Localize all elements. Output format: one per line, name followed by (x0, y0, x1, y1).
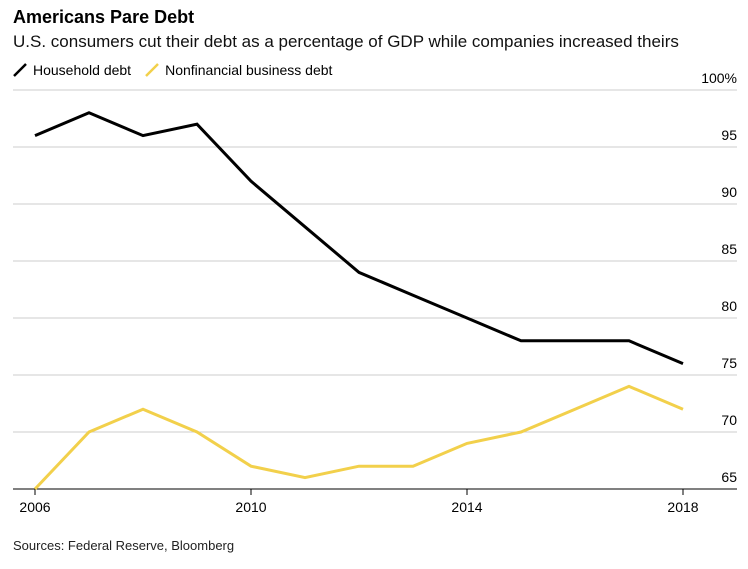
x-tick-label: 2018 (667, 499, 698, 515)
legend: Household debt Nonfinancial business deb… (13, 62, 346, 78)
y-tick-label: 90 (721, 184, 737, 200)
y-tick-label: 75 (721, 355, 737, 371)
y-tick-label: 65 (721, 469, 737, 485)
x-tick-label: 2006 (19, 499, 50, 515)
legend-item-business: Nonfinancial business debt (145, 62, 332, 78)
x-tick-label: 2014 (451, 499, 482, 515)
y-tick-label: 85 (721, 241, 737, 257)
y-tick-label: 100% (701, 70, 737, 86)
x-tick-label: 2010 (235, 499, 266, 515)
chart-subtitle: U.S. consumers cut their debt as a perce… (13, 32, 679, 51)
household-debt-line (34, 111, 684, 365)
legend-label-business: Nonfinancial business debt (165, 62, 333, 78)
business-debt-line (33, 384, 684, 491)
y-tick-label: 70 (721, 412, 737, 428)
legend-swatch-business (145, 63, 159, 77)
legend-item-household: Household debt (13, 62, 131, 78)
y-tick-label: 80 (721, 298, 737, 314)
chart-title: Americans Pare Debt (13, 7, 195, 27)
legend-swatch-household (13, 63, 27, 77)
source-note: Sources: Federal Reserve, Bloomberg (13, 538, 235, 553)
legend-label-household: Household debt (33, 62, 132, 78)
y-tick-label: 95 (721, 127, 737, 143)
